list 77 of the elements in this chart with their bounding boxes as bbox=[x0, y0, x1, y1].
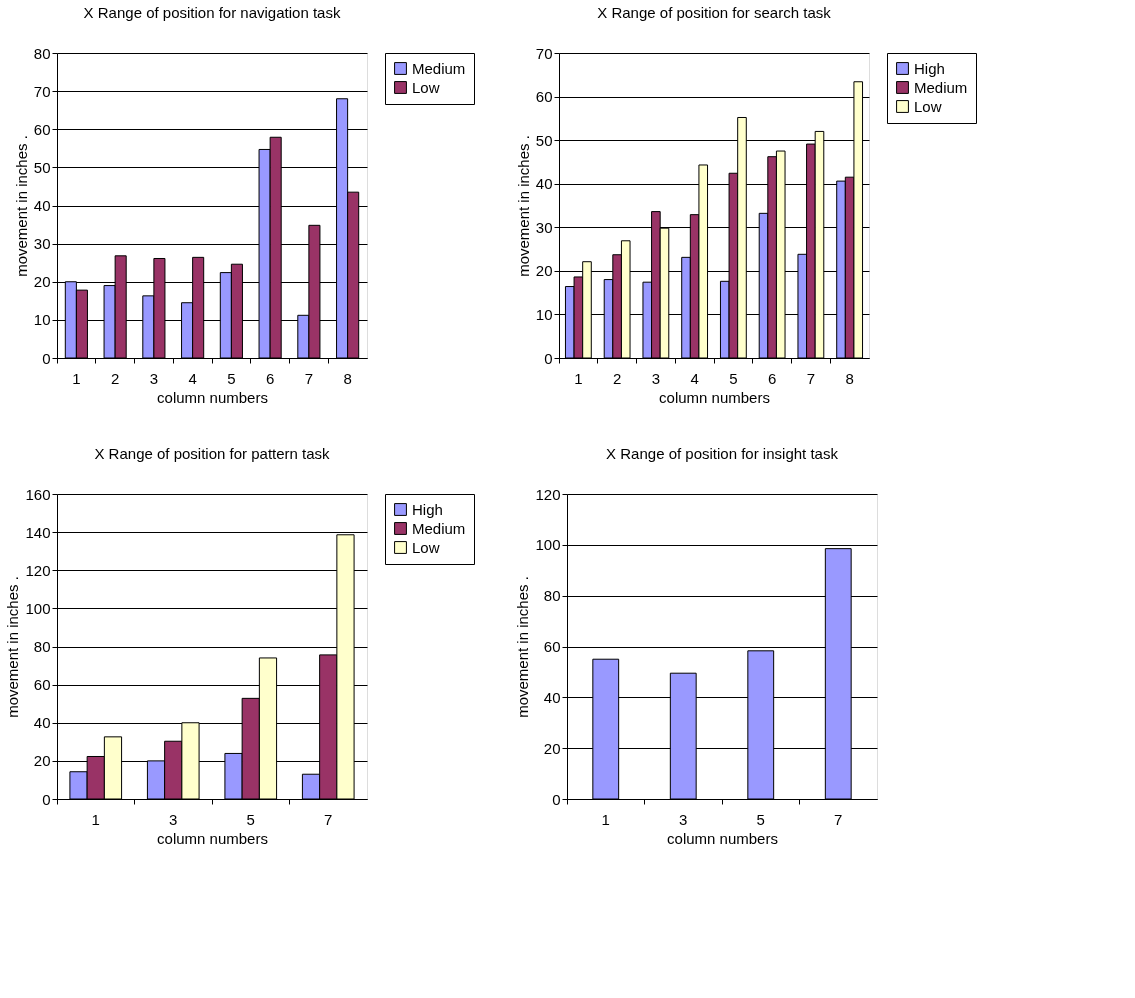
x-tick-label: 2 bbox=[110, 369, 120, 387]
chart-title: X Range of position for insight task bbox=[606, 445, 839, 462]
y-tick-label: 60 bbox=[535, 88, 553, 106]
x-tick-label: 7 bbox=[806, 369, 816, 387]
legend-label: Low bbox=[914, 97, 942, 115]
x-tick-label: 5 bbox=[729, 369, 738, 387]
x-tick-label: 5 bbox=[227, 369, 236, 387]
y-tick-label: 80 bbox=[543, 587, 561, 605]
x-axis-title: column numbers bbox=[667, 829, 778, 847]
x-tick-label: 5 bbox=[756, 810, 765, 828]
legend-label: Medium bbox=[412, 59, 466, 77]
x-tick-label: 7 bbox=[304, 369, 314, 387]
y-tick-label: 10 bbox=[535, 305, 553, 323]
x-tick-label: 8 bbox=[845, 369, 854, 387]
legend-label: High bbox=[914, 59, 945, 77]
y-axis-title: movement in inches . bbox=[514, 135, 532, 277]
y-tick-label: 80 bbox=[33, 44, 51, 62]
y-tick-label: 20 bbox=[535, 262, 553, 280]
y-tick-label: 0 bbox=[42, 349, 51, 367]
y-tick-label: 70 bbox=[535, 44, 553, 62]
y-tick-label: 40 bbox=[33, 714, 51, 732]
x-tick-label: 3 bbox=[149, 369, 159, 387]
y-tick-label: 60 bbox=[33, 120, 51, 138]
y-tick-label: 30 bbox=[535, 218, 553, 236]
y-tick-label: 60 bbox=[33, 676, 51, 694]
legend-label: Medium bbox=[412, 519, 466, 537]
y-tick-label: 40 bbox=[33, 197, 51, 214]
x-axis-title: column numbers bbox=[659, 388, 770, 406]
x-tick-label: 6 bbox=[767, 369, 777, 387]
y-tick-label: 20 bbox=[33, 752, 51, 770]
x-tick-label: 7 bbox=[324, 810, 333, 828]
x-tick-label: 1 bbox=[574, 369, 583, 387]
x-tick-label: 2 bbox=[612, 369, 622, 387]
x-tick-label: 1 bbox=[72, 369, 81, 387]
x-tick-label: 3 bbox=[169, 810, 178, 828]
y-tick-label: 100 bbox=[535, 536, 561, 554]
y-tick-label: 10 bbox=[33, 311, 51, 329]
y-tick-label: 80 bbox=[33, 638, 51, 655]
chart-title: X Range of position for pattern task bbox=[94, 445, 331, 462]
y-tick-label: 0 bbox=[42, 790, 51, 808]
y-tick-label: 40 bbox=[535, 175, 553, 193]
y-tick-label: 160 bbox=[25, 485, 51, 503]
legend-label: Low bbox=[412, 78, 440, 96]
y-axis-title: movement in inches . bbox=[4, 576, 22, 718]
y-tick-label: 100 bbox=[25, 599, 51, 617]
y-tick-label: 30 bbox=[33, 235, 51, 253]
chart-title: X Range of position for search task bbox=[597, 4, 832, 21]
x-tick-label: 4 bbox=[188, 369, 197, 387]
y-tick-label: 50 bbox=[33, 158, 51, 176]
y-tick-label: 40 bbox=[543, 688, 561, 706]
x-tick-label: 3 bbox=[679, 810, 688, 828]
y-tick-label: 0 bbox=[552, 790, 561, 808]
y-tick-label: 0 bbox=[544, 349, 553, 367]
y-tick-label: 120 bbox=[535, 485, 561, 503]
y-axis-title: movement in inches . bbox=[12, 135, 30, 277]
x-tick-label: 5 bbox=[246, 810, 255, 828]
x-tick-label: 8 bbox=[343, 369, 352, 387]
y-axis-title: movement in inches . bbox=[514, 576, 532, 718]
y-tick-label: 20 bbox=[543, 739, 561, 757]
x-axis-title: column numbers bbox=[157, 388, 268, 406]
x-tick-label: 6 bbox=[265, 369, 275, 387]
y-tick-label: 60 bbox=[543, 638, 561, 655]
legend-label: Low bbox=[412, 538, 440, 556]
chart-title: X Range of position for navigation task bbox=[83, 4, 341, 21]
x-tick-label: 1 bbox=[91, 810, 100, 828]
legend-label: High bbox=[412, 500, 443, 518]
y-tick-label: 120 bbox=[25, 561, 51, 579]
x-tick-label: 1 bbox=[601, 810, 610, 828]
y-tick-label: 20 bbox=[33, 273, 51, 291]
x-tick-label: 7 bbox=[834, 810, 843, 828]
y-tick-label: 70 bbox=[33, 82, 51, 100]
legend-label: Medium bbox=[914, 78, 968, 96]
y-tick-label: 140 bbox=[25, 523, 51, 541]
x-tick-label: 3 bbox=[651, 369, 661, 387]
x-axis-title: column numbers bbox=[157, 829, 268, 847]
y-tick-label: 50 bbox=[535, 131, 553, 149]
x-tick-label: 4 bbox=[690, 369, 699, 387]
